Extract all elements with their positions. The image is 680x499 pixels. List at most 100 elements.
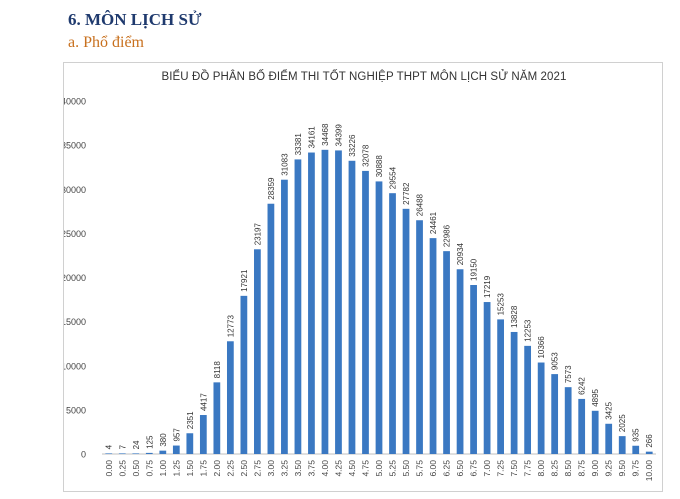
data-label: 15253 xyxy=(497,293,506,316)
section-subheading: a. Phổ điểm xyxy=(68,34,144,51)
data-label: 23197 xyxy=(253,222,262,245)
x-tick-label: 9.50 xyxy=(617,460,627,477)
bar xyxy=(375,181,383,454)
x-tick-label: 5.75 xyxy=(415,460,425,477)
data-label: 22986 xyxy=(443,224,452,247)
data-label: 9053 xyxy=(551,352,560,370)
x-tick-label: 0.75 xyxy=(144,460,154,477)
bar xyxy=(132,453,140,454)
bar xyxy=(226,341,234,454)
x-tick-label: 2.00 xyxy=(212,460,222,477)
bar xyxy=(483,302,491,454)
x-tick-label: 0.00 xyxy=(104,460,114,477)
data-label: 4 xyxy=(105,444,114,449)
x-tick-label: 9.75 xyxy=(631,460,641,477)
x-tick-label: 6.25 xyxy=(442,460,452,477)
y-tick-label: 30000 xyxy=(64,185,86,195)
x-tick-label: 6.50 xyxy=(455,460,465,477)
x-tick-label: 7.50 xyxy=(509,460,519,477)
bar xyxy=(389,193,396,454)
data-label: 34399 xyxy=(334,124,343,147)
bar xyxy=(105,453,113,454)
x-tick-label: 4.00 xyxy=(320,460,330,477)
x-tick-label: 4.50 xyxy=(347,460,357,477)
bar xyxy=(402,208,410,454)
bar xyxy=(429,238,437,454)
bar xyxy=(551,374,559,454)
data-label: 125 xyxy=(145,435,154,449)
x-tick-label: 3.00 xyxy=(266,460,276,477)
bar xyxy=(497,319,504,454)
data-label: 17219 xyxy=(483,275,492,298)
data-label: 20934 xyxy=(456,242,465,265)
y-tick-label: 25000 xyxy=(64,229,86,239)
bar xyxy=(443,251,450,454)
data-label: 3425 xyxy=(605,401,614,419)
x-tick-label: 8.00 xyxy=(536,460,546,477)
data-label: 29554 xyxy=(389,166,398,189)
x-tick-label: 10.00 xyxy=(644,460,654,482)
x-tick-label: 6.75 xyxy=(469,460,479,477)
bar xyxy=(416,220,423,454)
bar xyxy=(456,269,464,454)
y-tick-label: 10000 xyxy=(64,361,86,371)
data-label: 957 xyxy=(172,428,181,442)
x-tick-label: 2.75 xyxy=(252,460,262,477)
x-tick-label: 3.75 xyxy=(306,460,316,477)
data-label: 7 xyxy=(118,444,127,449)
data-label: 935 xyxy=(632,428,641,442)
bar xyxy=(321,149,329,455)
x-tick-label: 7.25 xyxy=(496,460,506,477)
data-label: 28359 xyxy=(267,177,276,200)
bar xyxy=(186,433,194,454)
x-tick-label: 5.00 xyxy=(374,460,384,477)
data-label: 17921 xyxy=(240,269,249,292)
bar xyxy=(510,331,518,454)
data-label: 26488 xyxy=(416,193,425,216)
x-tick-label: 0.25 xyxy=(117,460,127,477)
x-tick-label: 1.00 xyxy=(158,460,168,477)
x-tick-label: 9.25 xyxy=(604,460,614,477)
bar xyxy=(159,450,167,454)
x-tick-label: 4.75 xyxy=(360,460,370,477)
data-label: 4417 xyxy=(199,393,208,411)
bar xyxy=(645,451,653,454)
x-tick-label: 1.25 xyxy=(171,460,181,477)
bar xyxy=(213,382,221,454)
bar xyxy=(254,249,261,454)
section-heading: 6. MÔN LỊCH SỬ xyxy=(68,10,202,29)
x-tick-label: 5.50 xyxy=(401,460,411,477)
data-label: 2025 xyxy=(618,414,627,432)
data-label: 24461 xyxy=(429,211,438,234)
data-label: 10366 xyxy=(537,336,546,359)
x-tick-label: 1.75 xyxy=(198,460,208,477)
x-tick-label: 8.25 xyxy=(550,460,560,477)
data-label: 30888 xyxy=(375,155,384,178)
bar xyxy=(470,285,477,454)
data-label: 33381 xyxy=(294,133,303,156)
bar xyxy=(172,445,180,454)
data-label: 32078 xyxy=(361,144,370,167)
x-tick-label: 3.50 xyxy=(293,460,303,477)
chart-frame: BIỂU ĐỒ PHÂN BỐ ĐIỂM THI TỐT NGHIỆP THPT… xyxy=(63,62,663,492)
data-label: 380 xyxy=(159,433,168,447)
bar xyxy=(294,159,302,455)
y-tick-label: 40000 xyxy=(64,97,86,107)
bar xyxy=(524,345,532,454)
data-label: 13828 xyxy=(510,305,519,328)
data-label: 8118 xyxy=(213,361,222,379)
bar xyxy=(348,160,356,454)
bar xyxy=(118,453,126,454)
x-tick-label: 8.50 xyxy=(563,460,573,477)
x-tick-label: 0.50 xyxy=(131,460,141,477)
data-label: 2351 xyxy=(186,411,195,429)
bar xyxy=(591,410,599,454)
x-tick-label: 6.00 xyxy=(428,460,438,477)
bar xyxy=(537,362,545,454)
data-label: 12253 xyxy=(524,319,533,342)
data-label: 6242 xyxy=(578,377,587,395)
x-tick-label: 8.75 xyxy=(577,460,587,477)
bar xyxy=(618,436,626,454)
bar xyxy=(145,452,153,454)
bar xyxy=(267,203,275,454)
